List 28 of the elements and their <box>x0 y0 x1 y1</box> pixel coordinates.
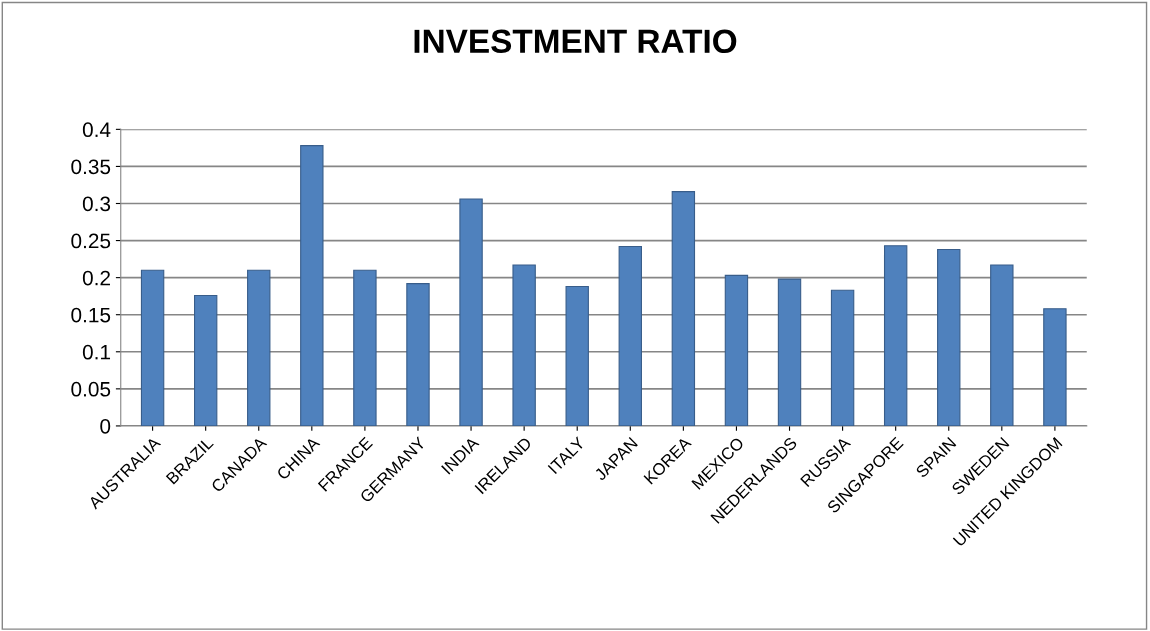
bar <box>406 283 430 426</box>
chart-title: INVESTMENT RATIO <box>414 29 737 54</box>
bar <box>193 294 218 426</box>
y-tick-label: 0.4 <box>82 122 111 138</box>
bar <box>140 269 165 426</box>
bar <box>618 245 642 426</box>
y-tick-label: 0.3 <box>82 196 111 212</box>
bar <box>990 264 1014 426</box>
bar <box>937 248 961 426</box>
bar <box>512 264 536 426</box>
bar <box>300 145 324 426</box>
y-tick-label: 0.25 <box>71 233 111 249</box>
y-tick-label: 0.05 <box>71 381 111 397</box>
bar <box>777 278 802 426</box>
bar <box>459 198 483 426</box>
y-tick-label: 0.1 <box>82 344 111 360</box>
y-tick-label: 0 <box>100 418 111 434</box>
bar <box>883 245 908 426</box>
y-tick-label: 0.15 <box>71 307 111 323</box>
y-tick-label: 0.35 <box>71 159 111 175</box>
bar <box>724 274 749 426</box>
y-tick-label: 0.2 <box>82 270 110 286</box>
bar <box>830 289 855 426</box>
bar <box>353 269 377 426</box>
bar <box>247 269 271 426</box>
bar <box>671 191 696 426</box>
bar <box>565 285 589 426</box>
bar <box>1043 308 1067 426</box>
